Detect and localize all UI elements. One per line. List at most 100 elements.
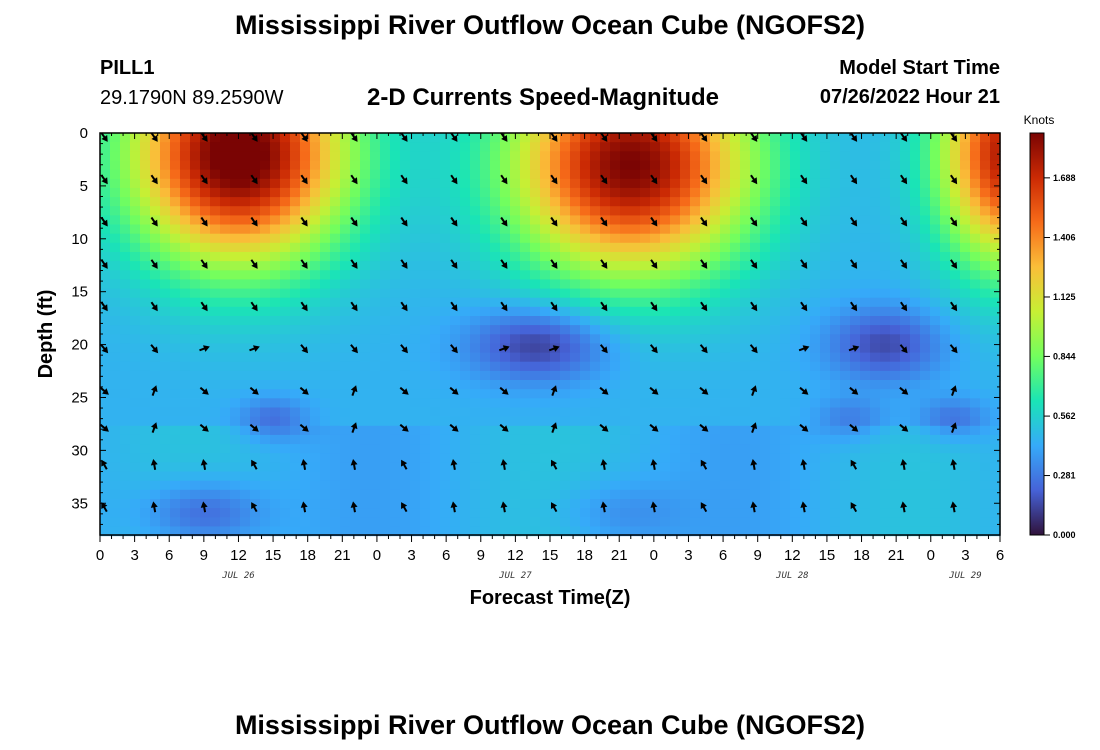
heatmap-cell (470, 416, 481, 427)
heatmap-cell (360, 489, 371, 500)
heatmap-cell (870, 361, 881, 372)
heatmap-cell (850, 380, 861, 390)
heatmap-cell (780, 444, 791, 454)
heatmap-cell (340, 215, 351, 226)
heatmap-cell (720, 261, 731, 271)
heatmap-cell (950, 187, 961, 198)
heatmap-cell (940, 178, 951, 189)
heatmap-cell (280, 297, 291, 308)
heatmap-cell (150, 169, 161, 180)
heatmap-cell (610, 343, 621, 354)
heatmap-cell (920, 297, 931, 308)
heatmap-cell (490, 187, 501, 198)
heatmap-cell (180, 517, 191, 528)
heatmap-cell (840, 462, 851, 473)
heatmap-cell (850, 297, 861, 308)
heatmap-cell (730, 352, 741, 363)
heatmap-cell (940, 233, 951, 244)
heatmap-cell (630, 352, 641, 363)
heatmap-cell (320, 434, 331, 445)
heatmap-cell (660, 133, 671, 143)
heatmap-cell (980, 380, 991, 390)
heatmap-cell (460, 398, 471, 409)
heatmap-cell (330, 370, 341, 381)
heatmap-cell (180, 325, 191, 335)
heatmap-cell (990, 425, 1001, 436)
heatmap-cell (870, 380, 881, 390)
heatmap-cell (280, 261, 291, 271)
heatmap-cell (430, 197, 441, 207)
heatmap-cell (320, 197, 331, 207)
heatmap-cell (530, 425, 541, 436)
heatmap-cell (550, 169, 561, 180)
heatmap-cell (850, 398, 861, 409)
heatmap-cell (560, 499, 571, 509)
heatmap-cell (850, 233, 861, 244)
heatmap-cell (830, 316, 841, 326)
heatmap-cell (450, 325, 461, 335)
heatmap-cell (350, 316, 361, 326)
heatmap-cell (720, 471, 731, 482)
heatmap-cell (620, 398, 631, 409)
current-arrow (649, 386, 659, 395)
heatmap-cell (920, 187, 931, 198)
heatmap-cell (560, 297, 571, 308)
heatmap-cell (120, 215, 131, 226)
heatmap-cell (930, 517, 941, 528)
heatmap-cell (400, 288, 411, 299)
heatmap-cell (930, 380, 941, 390)
heatmap-cell (390, 316, 401, 326)
heatmap-cell (960, 215, 971, 226)
heatmap-cell (580, 526, 591, 537)
heatmap-cell (440, 471, 451, 482)
heatmap-cell (560, 160, 571, 171)
heatmap-cell (960, 288, 971, 299)
heatmap-cell (420, 197, 431, 207)
heatmap-cell (930, 261, 941, 271)
heatmap-cell (610, 279, 621, 290)
heatmap-cell (200, 160, 211, 171)
heatmap-cell (220, 297, 231, 308)
heatmap-cell (650, 224, 661, 235)
current-arrow (300, 301, 308, 312)
heatmap-cell (250, 169, 261, 180)
heatmap-cell (530, 306, 541, 317)
current-arrow (99, 386, 109, 395)
heatmap-cell (980, 178, 991, 189)
heatmap-cell (870, 206, 881, 216)
heatmap-cell (300, 206, 311, 216)
heatmap-cell (550, 279, 561, 290)
heatmap-cell (390, 279, 401, 290)
heatmap-cell (690, 252, 701, 262)
heatmap-cell (710, 325, 721, 335)
heatmap-cell (740, 407, 751, 418)
heatmap-cell (140, 233, 151, 244)
heatmap-cell (170, 380, 181, 390)
heatmap-cell (900, 197, 911, 207)
heatmap-cell (160, 471, 171, 482)
heatmap-cell (290, 142, 301, 152)
heatmap-cell (230, 361, 241, 372)
heatmap-cell (310, 462, 321, 473)
heatmap-cell (440, 334, 451, 345)
heatmap-cell (340, 151, 351, 162)
heatmap-cell (760, 444, 771, 454)
heatmap-cell (120, 187, 131, 198)
heatmap-cell (430, 242, 441, 253)
heatmap-cell (340, 471, 351, 482)
heatmap-cell (200, 453, 211, 463)
heatmap-cell (320, 462, 331, 473)
heatmap-cell (470, 398, 481, 409)
heatmap-cell (860, 160, 871, 171)
heatmap-cell (380, 398, 391, 409)
heatmap-cell (520, 444, 531, 454)
current-arrow (400, 216, 408, 227)
heatmap-cell (440, 453, 451, 463)
heatmap-cell (130, 361, 141, 372)
heatmap-cell (750, 334, 761, 345)
heatmap-cell (210, 508, 221, 518)
heatmap-cell (240, 361, 251, 372)
heatmap-cell (540, 434, 551, 445)
heatmap-cell (660, 169, 671, 180)
heatmap-cell (930, 206, 941, 216)
